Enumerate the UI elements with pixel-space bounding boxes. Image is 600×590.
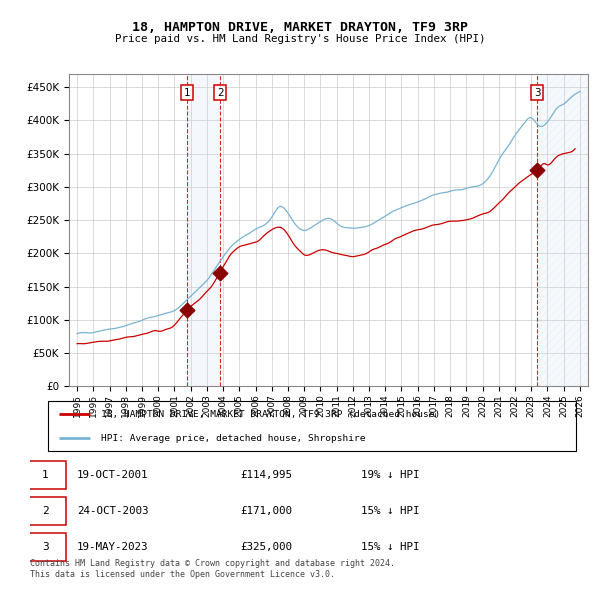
Point (182, 305, 192, 314)
Text: 1: 1 (42, 470, 49, 480)
Text: HPI: Average price, detached house, Shropshire: HPI: Average price, detached house, Shro… (101, 434, 365, 443)
Text: 18, HAMPTON DRIVE, MARKET DRAYTON, TF9 3RP: 18, HAMPTON DRIVE, MARKET DRAYTON, TF9 3… (132, 21, 468, 34)
Text: 3: 3 (42, 542, 49, 552)
Text: £325,000: £325,000 (240, 542, 292, 552)
Text: 15% ↓ HPI: 15% ↓ HPI (361, 542, 420, 552)
Bar (187, 74, 220, 386)
Point (215, 268, 225, 277)
Text: £114,995: £114,995 (240, 470, 292, 480)
Bar (538, 74, 588, 386)
Text: 19-MAY-2023: 19-MAY-2023 (77, 542, 148, 552)
Text: 19% ↓ HPI: 19% ↓ HPI (361, 470, 420, 480)
Text: 2: 2 (217, 88, 223, 98)
Text: 19-OCT-2001: 19-OCT-2001 (77, 470, 148, 480)
Text: 18, HAMPTON DRIVE, MARKET DRAYTON, TF9 3RP (detached house): 18, HAMPTON DRIVE, MARKET DRAYTON, TF9 3… (101, 409, 440, 419)
Point (533, 166, 542, 175)
Text: 1: 1 (184, 88, 191, 98)
Text: Price paid vs. HM Land Registry's House Price Index (HPI): Price paid vs. HM Land Registry's House … (115, 34, 485, 44)
Text: Contains HM Land Registry data © Crown copyright and database right 2024.
This d: Contains HM Land Registry data © Crown c… (30, 559, 395, 579)
Text: 15% ↓ HPI: 15% ↓ HPI (361, 506, 420, 516)
Text: 24-OCT-2003: 24-OCT-2003 (77, 506, 148, 516)
Text: 2: 2 (42, 506, 49, 516)
Text: £171,000: £171,000 (240, 506, 292, 516)
Text: 3: 3 (534, 88, 541, 98)
